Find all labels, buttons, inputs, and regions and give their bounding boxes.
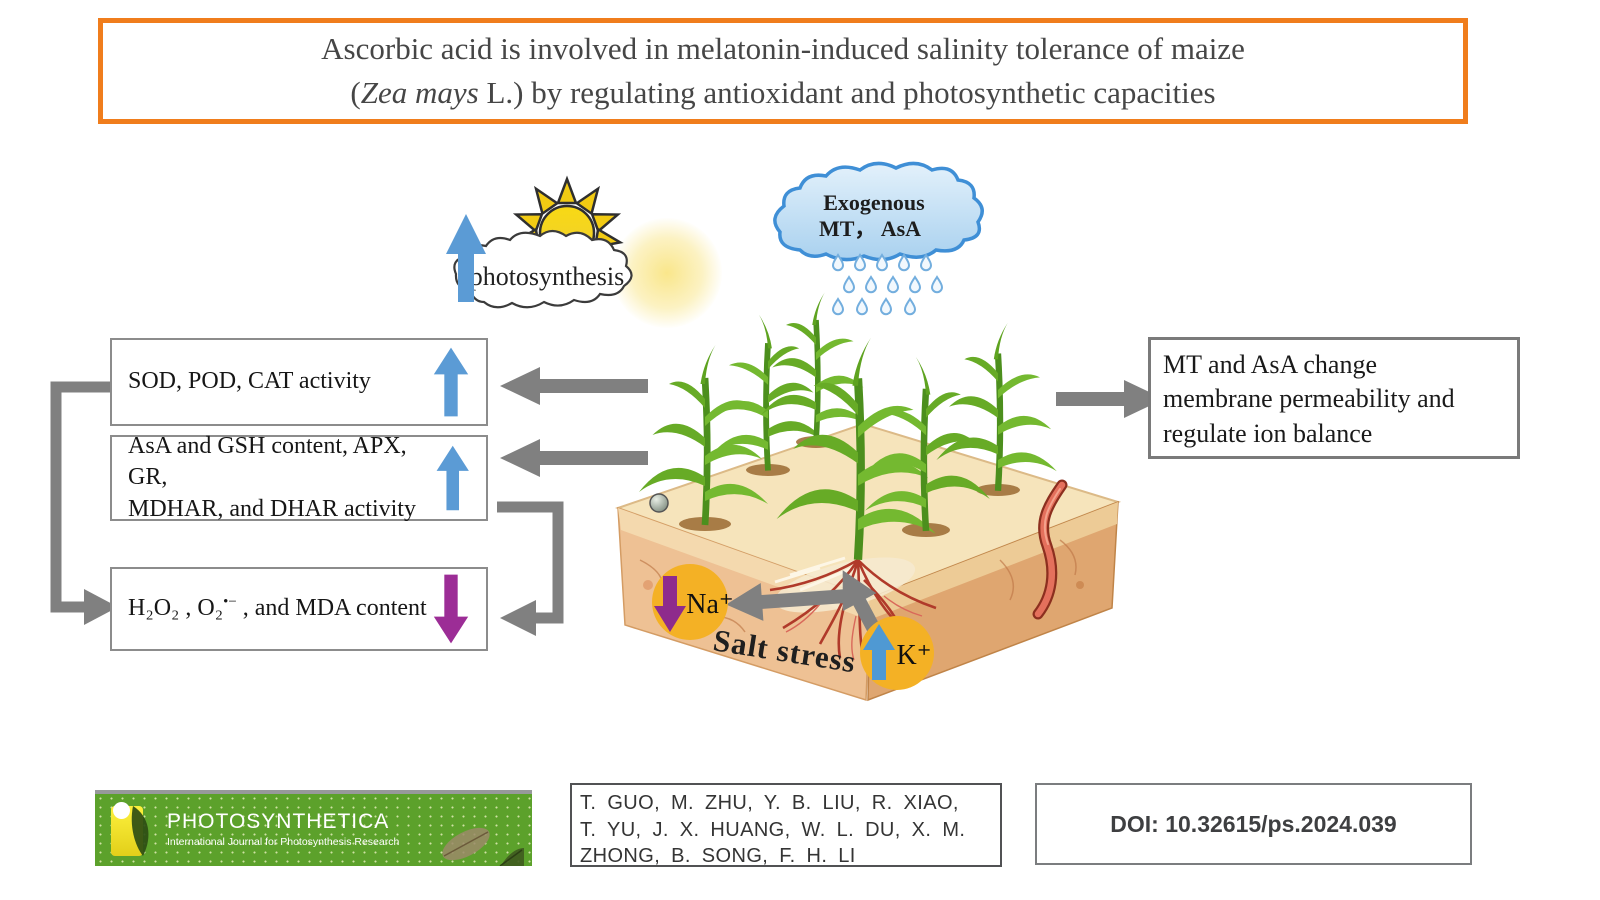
ros-mda-box: H₂O₂ , O₂•− , and MDA content xyxy=(110,567,488,651)
doi-box: DOI: 10.32615/ps.2024.039 xyxy=(1035,783,1472,865)
soil-pebble xyxy=(649,493,669,513)
na-down-arrow-icon xyxy=(654,576,686,632)
na-ion-badge: Na⁺ xyxy=(652,564,734,640)
k-label: K⁺ xyxy=(897,640,932,671)
arrow-plants-to-sod-box xyxy=(500,367,648,405)
asa-gsh-box: AsA and GSH content, APX, GR, MDHAR, and… xyxy=(110,433,488,522)
authors-line3: ZHONG, B. SONG, F. H. LI xyxy=(580,845,856,868)
na-label: Na⁺ xyxy=(686,589,733,620)
maize-plants-illustration xyxy=(639,293,1057,560)
title-line2-prefix: ( xyxy=(350,75,361,110)
mt-asa-membrane-box: MT and AsA change membrane permeability … xyxy=(1148,337,1520,459)
photosynthesis-label: photosynthesis xyxy=(470,262,625,291)
connector-asa-to-ros xyxy=(497,501,564,636)
banner-leaves-decoration xyxy=(442,827,524,866)
up-arrow-icon xyxy=(436,445,469,511)
paper-title-box: Ascorbic acid is involved in melatonin-i… xyxy=(98,18,1468,124)
photosynthesis-cloud: photosynthesis xyxy=(453,229,633,309)
up-arrow-icon xyxy=(433,347,469,417)
exogenous-cloud: Exogenous MT， AsA xyxy=(773,161,984,262)
k-ion-badge: K⁺ xyxy=(860,616,934,690)
down-arrow-icon xyxy=(433,574,469,644)
earthworm-illustration xyxy=(1032,479,1068,620)
title-line2-rest: L.) by regulating antioxidant and photos… xyxy=(478,75,1216,110)
exogenous-label-line1: Exogenous xyxy=(823,190,925,215)
ros-box-label: H₂O₂ , O₂•− , and MDA content xyxy=(128,593,427,624)
right-box-line1: MT and AsA change xyxy=(1163,350,1377,379)
authors-line2: T. YU, J. X. HUANG, W. L. DU, X. M. xyxy=(580,818,966,841)
connector-sod-to-ros xyxy=(50,381,118,625)
title-species-italic: Zea mays xyxy=(360,75,479,110)
ros-box-part1: H₂O₂ , O₂ xyxy=(128,595,224,622)
asa-box-line1: AsA and GSH content, APX, GR, xyxy=(128,433,407,491)
sod-box-label: SOD, POD, CAT activity xyxy=(128,368,371,395)
arrow-plants-to-right-box xyxy=(1056,380,1164,418)
asa-box-label: AsA and GSH content, APX, GR, MDHAR, and… xyxy=(128,431,433,525)
authors-box: T. GUO, M. ZHU, Y. B. LIU, R. XIAO, T. Y… xyxy=(570,783,1002,867)
doi-text: DOI: 10.32615/ps.2024.039 xyxy=(1110,810,1397,837)
arrow-roots-to-na xyxy=(726,582,849,621)
journal-logo-leaf-icon xyxy=(131,806,149,856)
arrow-plants-to-asa-box xyxy=(500,439,648,477)
journal-logo-circle xyxy=(113,802,130,819)
journal-subtitle: International Journal for Photosynthesis… xyxy=(167,836,400,848)
k-up-arrow-icon xyxy=(863,624,895,680)
journal-banner: PHOTOSYNTHETICA International Journal fo… xyxy=(95,790,532,866)
right-box-line2: membrane permeability and xyxy=(1163,384,1455,414)
sod-pod-cat-box: SOD, POD, CAT activity xyxy=(110,338,488,426)
ros-box-part2: , and MDA content xyxy=(236,595,427,622)
authors-line1: T. GUO, M. ZHU, Y. B. LIU, R. XIAO, xyxy=(580,792,959,814)
journal-name: PHOTOSYNTHETICA xyxy=(167,810,390,833)
paper-title-line2: (Zea mays L.) by regulating antioxidant … xyxy=(350,75,1215,111)
paper-title-line1: Ascorbic acid is involved in melatonin-i… xyxy=(321,31,1245,66)
right-box-line3: regulate ion balance xyxy=(1163,418,1373,448)
raindrops-icon xyxy=(832,254,943,316)
ros-radical-superscript: •− xyxy=(223,594,237,611)
exogenous-label-line2: MT， AsA xyxy=(819,216,921,241)
photosynthesis-up-arrow-icon xyxy=(446,214,486,302)
asa-box-line2: MDHAR, and DHAR activity xyxy=(128,495,416,522)
